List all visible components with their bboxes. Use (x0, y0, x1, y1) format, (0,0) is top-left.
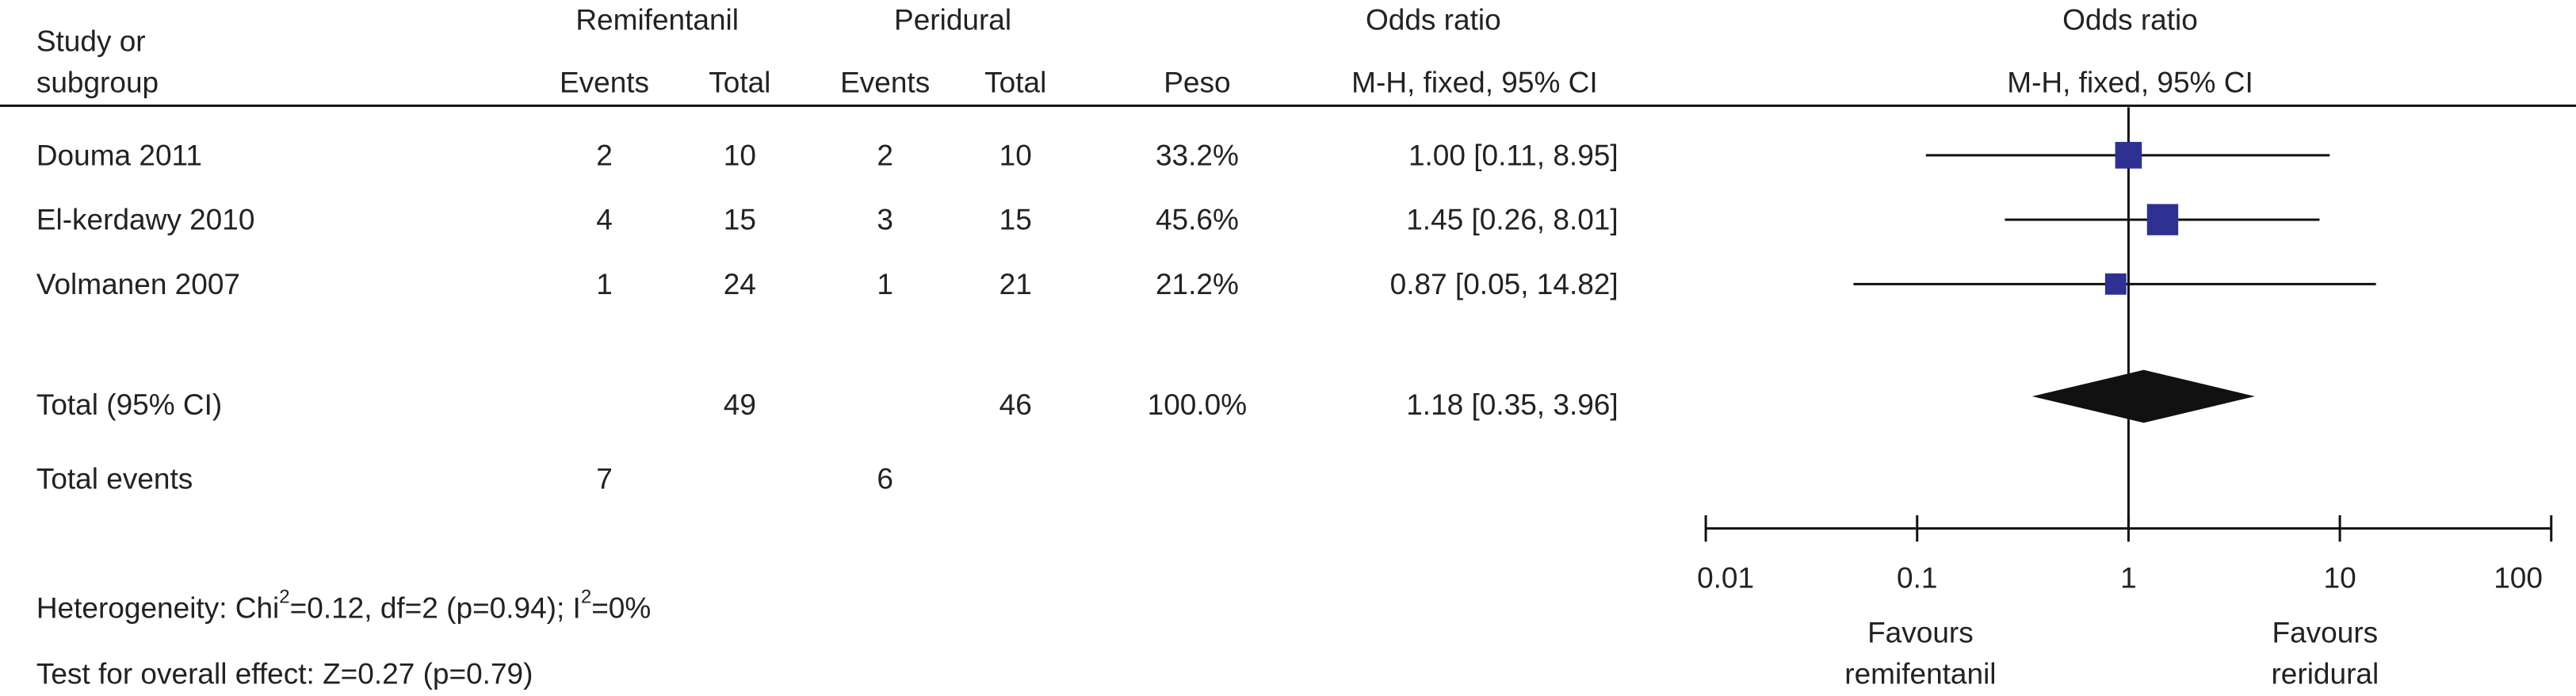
cell-events2: 3 (877, 204, 893, 236)
x-tick-label: 10 (2324, 562, 2356, 595)
cell-weight: 33.2% (1156, 139, 1239, 171)
cell-total2: 15 (999, 204, 1032, 236)
x-tick-label: 100 (2494, 562, 2543, 595)
cell-weight: 21.2% (1156, 268, 1239, 300)
cell-events1: 7 (596, 463, 613, 495)
or-box (2146, 204, 2179, 235)
cell-ci: 0.87 [0.05, 14.82] (1390, 268, 1619, 300)
cell-weight: 45.6% (1156, 204, 1239, 236)
cell-events1: 2 (596, 139, 613, 171)
favours-right: Favours (2272, 616, 2379, 648)
header-col: Peso (1164, 67, 1230, 99)
cell-total2: 46 (999, 388, 1032, 421)
study-name: Douma 2011 (36, 139, 202, 171)
pooled-diamond (2031, 369, 2255, 423)
cell-total2: 10 (999, 139, 1032, 171)
favours-left: Favours (1867, 616, 1974, 648)
cell-total1: 49 (724, 388, 756, 421)
header-or: Odds ratio (1366, 4, 1501, 36)
cell-ci: 1.00 [0.11, 8.95] (1408, 139, 1619, 171)
header-method: M-H, fixed, 95% CI (2007, 67, 2253, 99)
cell-ci: 1.45 [0.26, 8.01] (1406, 204, 1618, 236)
cell-total1: 15 (724, 204, 756, 236)
cell-events1: 4 (596, 204, 613, 236)
cell-total2: 21 (999, 268, 1032, 300)
header-study: Study or (36, 25, 146, 58)
cell-events1: 1 (596, 268, 613, 300)
cell-events2: 1 (877, 268, 893, 300)
heterogeneity: Heterogeneity: Chi2=0.12, df=2 (p=0.94);… (36, 586, 651, 624)
overall-effect: Test for overall effect: Z=0.27 (p=0.79) (36, 658, 533, 690)
x-tick-label: 1 (2120, 562, 2137, 595)
cell-events2: 6 (877, 463, 893, 495)
superscript: 2 (279, 586, 289, 607)
superscript: 2 (581, 586, 591, 607)
favours-left: remifentanil (1844, 658, 1996, 690)
header-group: Remifentanil (575, 4, 739, 36)
cell-weight: 100.0% (1148, 388, 1248, 421)
header-or: Odds ratio (2062, 4, 2198, 36)
heterogeneity-text: Heterogeneity: Chi (36, 591, 279, 624)
header-study: subgroup (36, 67, 159, 99)
cell-total1: 10 (724, 139, 756, 171)
study-name: El-kerdawy 2010 (36, 204, 255, 236)
heterogeneity-text: =0.12, df=2 (p=0.94); I (290, 591, 581, 624)
cell-ci: 1.18 [0.35, 3.96] (1406, 388, 1618, 421)
header-col: Total (709, 67, 770, 99)
total-name: Total (95% CI) (36, 388, 222, 421)
or-box (2115, 142, 2142, 169)
study-name: Volmanen 2007 (36, 268, 240, 300)
heterogeneity-text: =0% (591, 591, 651, 624)
cell-events2: 2 (877, 139, 893, 171)
x-tick-label: 0.1 (1897, 562, 1937, 595)
header-col: Events (840, 67, 930, 99)
or-box (2104, 273, 2127, 295)
cell-total1: 24 (724, 268, 756, 300)
header-group: Peridural (894, 4, 1011, 36)
total-events-name: Total events (36, 463, 193, 495)
header-method: M-H, fixed, 95% CI (1351, 67, 1597, 99)
header-col: Total (984, 67, 1046, 99)
x-tick-label: 0.01 (1697, 562, 1754, 595)
header-col: Events (560, 67, 649, 99)
favours-right: reridural (2271, 658, 2379, 690)
